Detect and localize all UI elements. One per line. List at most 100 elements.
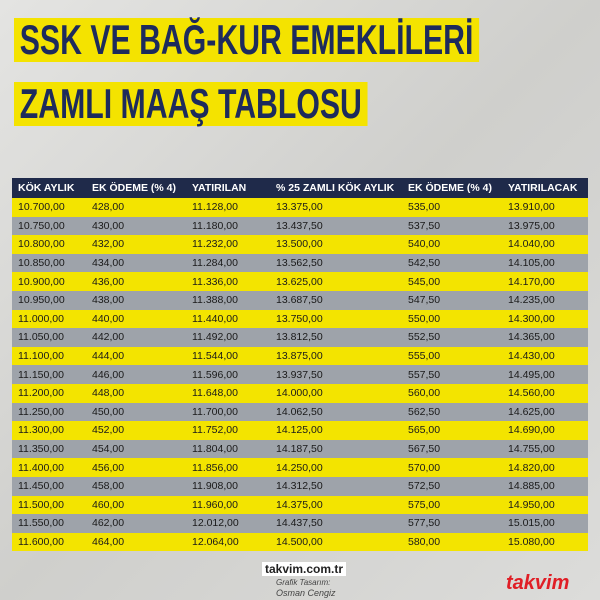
cell: 10.800,00 xyxy=(18,238,65,251)
cell: 11.804,00 xyxy=(192,443,238,456)
cell: 432,00 xyxy=(92,238,125,251)
table-row: 11.350,00 454,00 11.804,00 14.187,50 567,50 1… xyxy=(12,439,588,459)
cell: 11.400,00 xyxy=(18,461,64,474)
table-row: 10.900,00 436,00 11.336,00 13.625,00 545,00 1… xyxy=(12,272,588,291)
table-row: 11.550,00 462,00 12.012,00 14.437,50 577,50 1… xyxy=(12,514,588,533)
cell: 14.040,00 xyxy=(508,238,555,251)
cell: 11.336,00 xyxy=(192,275,238,288)
cell: 450,00 xyxy=(92,405,125,418)
table-row: 11.200,00 448,00 11.648,00 14.000,00 560,00 1… xyxy=(12,383,588,403)
cell: 13.437,50 xyxy=(276,219,323,232)
cell: 11.550,00 xyxy=(18,517,64,530)
cell: 14.495,00 xyxy=(508,368,555,381)
table-row: 10.950,00 438,00 11.388,00 13.687,50 547,50 1… xyxy=(12,290,588,310)
cell: 567,50 xyxy=(408,443,441,456)
table-row: 11.000,00 440,00 11.440,00 13.750,00 550,00 1… xyxy=(12,309,588,329)
cell: 442,00 xyxy=(92,331,125,344)
cell: 14.062,50 xyxy=(276,405,323,418)
table-row: 10.800,00 432,00 11.232,00 13.500,00 540,00 1… xyxy=(12,235,588,254)
cell: 13.937,50 xyxy=(276,368,323,381)
cell: 562,50 xyxy=(408,405,441,418)
cell: 570,00 xyxy=(408,461,441,474)
cell: 555,00 xyxy=(408,350,441,363)
cell: 14.950,00 xyxy=(508,498,555,511)
cell: 545,00 xyxy=(408,275,441,288)
table-row: 11.450,00 458,00 11.908,00 14.312,50 572,50 1… xyxy=(12,476,588,496)
cell: 11.700,00 xyxy=(192,405,238,418)
cell: 14.187,50 xyxy=(276,443,323,456)
cell: 13.875,00 xyxy=(276,350,323,363)
cell: 13.375,00 xyxy=(276,201,323,214)
cell: 11.050,00 xyxy=(18,331,64,344)
cell: 428,00 xyxy=(92,201,125,214)
cell: 15.015,00 xyxy=(508,517,555,530)
cell: 11.180,00 xyxy=(192,219,238,232)
cell: 448,00 xyxy=(92,387,125,400)
cell: 11.200,00 xyxy=(18,387,64,400)
cell: 452,00 xyxy=(92,424,125,437)
logo: takvim xyxy=(506,572,570,594)
cell: 14.820,00 xyxy=(508,461,555,474)
cell: 430,00 xyxy=(92,219,125,232)
cell: 10.950,00 xyxy=(18,294,65,307)
cell: 12.012,00 xyxy=(192,517,239,530)
table-row: 11.500,00 460,00 11.960,00 14.375,00 575,00 1… xyxy=(12,495,588,515)
table-row: 11.600,00 464,00 12.064,00 14.500,00 580,00 1… xyxy=(12,532,588,552)
cell: 14.125,00 xyxy=(276,424,323,437)
cell: 11.492,00 xyxy=(192,331,238,344)
cell: 11.450,00 xyxy=(18,480,64,493)
cell: 13.750,00 xyxy=(276,312,323,325)
cell: 11.100,00 xyxy=(18,350,64,363)
cell: 11.960,00 xyxy=(192,498,238,511)
cell: 460,00 xyxy=(92,498,125,511)
cell: 14.365,00 xyxy=(508,331,555,344)
cell: 11.856,00 xyxy=(192,461,238,474)
cell: 14.312,50 xyxy=(276,480,323,493)
cell: 557,50 xyxy=(408,368,441,381)
cell: 14.105,00 xyxy=(508,257,555,270)
cell: 11.284,00 xyxy=(192,257,238,270)
column-header: EK ÖDEME (% 4) xyxy=(408,182,493,194)
table-row: 11.400,00 456,00 11.856,00 14.250,00 570,00 1… xyxy=(12,458,588,477)
cell: 540,00 xyxy=(408,238,441,251)
cell: 14.235,00 xyxy=(508,294,555,307)
cell: 14.755,00 xyxy=(508,443,555,456)
cell: 456,00 xyxy=(92,461,125,474)
cell: 575,00 xyxy=(408,498,441,511)
cell: 537,50 xyxy=(408,219,441,232)
cell: 14.000,00 xyxy=(276,387,323,400)
cell: 10.900,00 xyxy=(18,275,65,288)
cell: 14.885,00 xyxy=(508,480,555,493)
cell: 14.560,00 xyxy=(508,387,555,400)
cell: 14.500,00 xyxy=(276,535,323,548)
cell: 572,50 xyxy=(408,480,441,493)
table-row: 11.100,00 444,00 11.544,00 13.875,00 555,00 1… xyxy=(12,346,588,366)
cell: 12.064,00 xyxy=(192,535,239,548)
cell: 436,00 xyxy=(92,275,125,288)
site: takvim.com.tr xyxy=(262,562,347,576)
cell: 440,00 xyxy=(92,312,125,325)
cell: 444,00 xyxy=(92,350,125,363)
cell: 13.687,50 xyxy=(276,294,323,307)
column-header: KÖK AYLIK xyxy=(18,182,75,194)
cell: 565,00 xyxy=(408,424,441,437)
cell: 10.750,00 xyxy=(18,219,65,232)
cell: 11.250,00 xyxy=(18,405,64,418)
cell: 13.910,00 xyxy=(508,201,555,214)
credit-name: Osman Cengiz xyxy=(276,588,336,598)
cell: 446,00 xyxy=(92,368,125,381)
cell: 14.625,00 xyxy=(508,405,555,418)
cell: 535,00 xyxy=(408,201,441,214)
cell: 464,00 xyxy=(92,535,125,548)
cell: 14.690,00 xyxy=(508,424,555,437)
header-row: KÖK AYLIK EK ÖDEME (% 4) YATIRILAN % 25 ZAM… xyxy=(12,178,588,198)
cell: 542,50 xyxy=(408,257,441,270)
cell: 11.388,00 xyxy=(192,294,238,307)
cell: 458,00 xyxy=(92,480,125,493)
cell: 11.350,00 xyxy=(18,443,64,456)
credit-role: Grafik Tasarım: xyxy=(276,578,331,587)
table-row: 11.250,00 450,00 11.700,00 14.062,50 562,50 1… xyxy=(12,402,588,422)
cell: 13.975,00 xyxy=(508,219,555,232)
cell: 15.080,00 xyxy=(508,535,555,548)
